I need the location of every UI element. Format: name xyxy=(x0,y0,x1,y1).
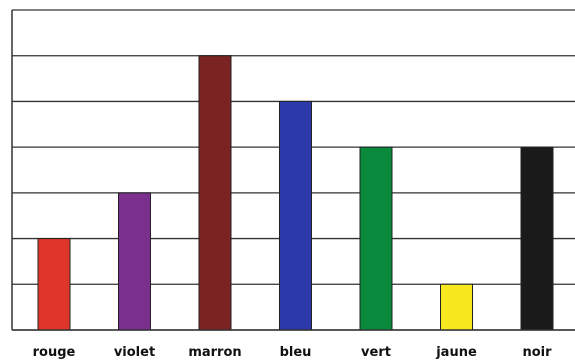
x-tick-label-rouge: rouge xyxy=(33,345,76,360)
x-tick-labels: rouge violet marron bleu vert jaune noir xyxy=(33,345,552,360)
x-tick-label-marron: marron xyxy=(188,345,241,360)
bar-vert xyxy=(359,146,393,331)
x-tick-label-jaune: jaune xyxy=(435,345,477,360)
x-tick-label-noir: noir xyxy=(522,345,552,360)
bars xyxy=(37,55,554,331)
bar-bleu xyxy=(279,100,312,331)
bar-marron xyxy=(198,55,232,331)
x-tick-label-vert: vert xyxy=(361,345,391,360)
x-tick-label-bleu: bleu xyxy=(280,345,312,360)
bar-noir xyxy=(520,146,554,331)
bar-jaune xyxy=(440,283,473,331)
bar-violet xyxy=(118,192,151,331)
bar-rouge xyxy=(37,238,71,331)
x-tick-label-violet: violet xyxy=(114,345,155,360)
